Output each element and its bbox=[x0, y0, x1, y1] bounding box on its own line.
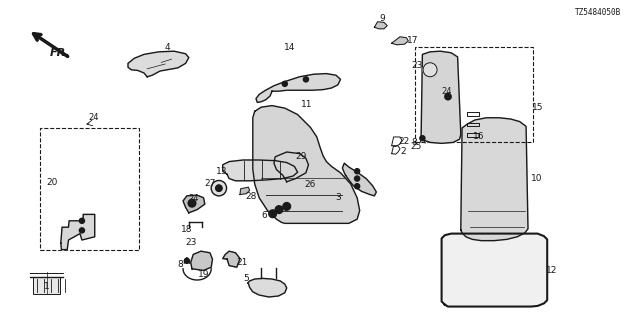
Polygon shape bbox=[240, 187, 250, 195]
Polygon shape bbox=[392, 37, 408, 45]
Text: 24: 24 bbox=[89, 113, 99, 122]
Text: 4: 4 bbox=[165, 43, 170, 52]
Text: 29: 29 bbox=[295, 152, 307, 161]
Text: 10: 10 bbox=[531, 174, 542, 183]
Text: 5: 5 bbox=[244, 274, 249, 283]
Circle shape bbox=[188, 199, 196, 207]
Circle shape bbox=[355, 169, 360, 174]
Polygon shape bbox=[461, 118, 528, 241]
Text: 27: 27 bbox=[204, 179, 216, 188]
Text: 12: 12 bbox=[546, 266, 557, 275]
Circle shape bbox=[211, 180, 227, 196]
Text: 22: 22 bbox=[399, 137, 410, 146]
Bar bbox=[40, 128, 139, 250]
Circle shape bbox=[445, 93, 451, 100]
Text: 3: 3 bbox=[335, 193, 340, 202]
Bar bbox=[415, 47, 533, 142]
Polygon shape bbox=[61, 214, 95, 250]
Text: 26: 26 bbox=[305, 180, 316, 188]
Polygon shape bbox=[374, 22, 387, 29]
Text: 9: 9 bbox=[380, 14, 385, 23]
Circle shape bbox=[420, 136, 425, 141]
Polygon shape bbox=[223, 251, 240, 267]
Circle shape bbox=[282, 81, 287, 86]
Text: 23: 23 bbox=[412, 61, 423, 70]
Text: 24: 24 bbox=[442, 87, 452, 96]
Polygon shape bbox=[274, 152, 308, 182]
Text: 20: 20 bbox=[47, 178, 58, 187]
Text: 8: 8 bbox=[412, 138, 417, 147]
Polygon shape bbox=[128, 51, 189, 77]
Text: 2: 2 bbox=[401, 147, 406, 156]
Text: 8: 8 bbox=[178, 260, 183, 269]
Circle shape bbox=[283, 203, 291, 210]
Circle shape bbox=[216, 185, 222, 191]
Circle shape bbox=[275, 206, 283, 213]
Polygon shape bbox=[183, 195, 205, 213]
Text: 21: 21 bbox=[236, 258, 248, 267]
Polygon shape bbox=[256, 74, 340, 102]
Text: 17: 17 bbox=[407, 36, 419, 45]
Text: FR.: FR. bbox=[50, 48, 71, 58]
Polygon shape bbox=[442, 234, 547, 307]
Text: 6: 6 bbox=[262, 211, 267, 220]
Bar bbox=[33, 277, 60, 294]
Circle shape bbox=[79, 218, 84, 223]
Polygon shape bbox=[248, 278, 287, 297]
Circle shape bbox=[184, 258, 189, 263]
Text: 24: 24 bbox=[189, 194, 199, 203]
Circle shape bbox=[303, 77, 308, 82]
Text: 14: 14 bbox=[284, 43, 295, 52]
Text: 15: 15 bbox=[532, 103, 543, 112]
Text: 11: 11 bbox=[301, 100, 313, 109]
Text: 18: 18 bbox=[181, 225, 193, 234]
Circle shape bbox=[355, 184, 360, 189]
Circle shape bbox=[355, 176, 360, 181]
Text: 28: 28 bbox=[246, 192, 257, 201]
Polygon shape bbox=[191, 251, 212, 270]
Polygon shape bbox=[421, 51, 461, 143]
Circle shape bbox=[79, 228, 84, 233]
Text: 13: 13 bbox=[216, 167, 228, 176]
Polygon shape bbox=[342, 163, 376, 196]
Polygon shape bbox=[253, 106, 360, 223]
Text: 19: 19 bbox=[198, 270, 209, 279]
Text: 25: 25 bbox=[410, 142, 422, 151]
Text: 16: 16 bbox=[473, 132, 484, 141]
Text: 23: 23 bbox=[185, 238, 196, 247]
Polygon shape bbox=[223, 160, 298, 181]
Circle shape bbox=[269, 210, 276, 218]
Text: 1: 1 bbox=[44, 282, 49, 291]
Text: TZ5484050B: TZ5484050B bbox=[575, 7, 621, 17]
Circle shape bbox=[423, 63, 437, 77]
Text: 7: 7 bbox=[282, 204, 287, 213]
